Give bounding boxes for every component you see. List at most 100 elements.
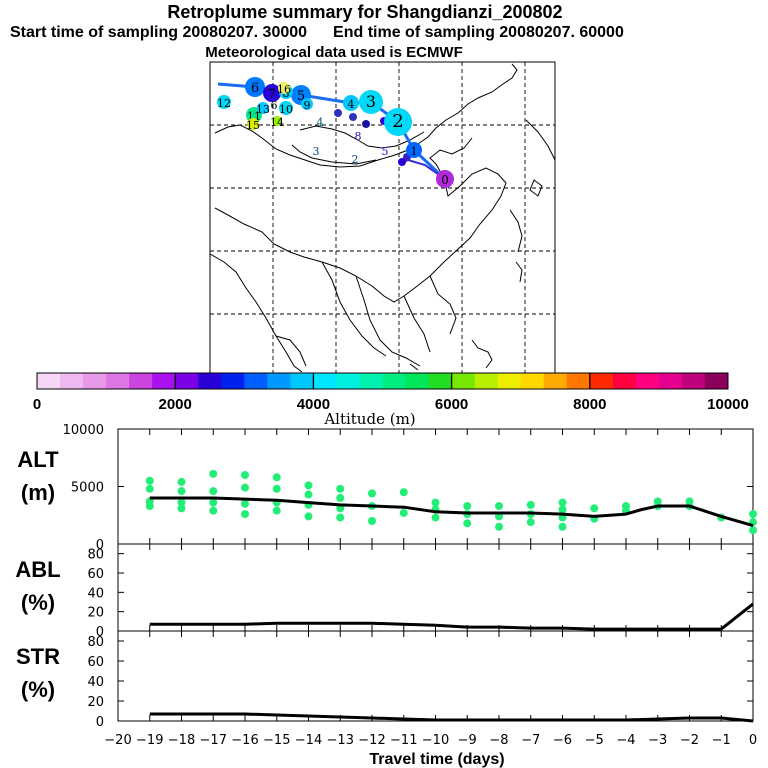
trajectory-marker-label: 12 xyxy=(217,97,231,110)
start-time-label: Start time of sampling 20080207. 30000 xyxy=(10,24,308,41)
interior-marker-label: 5 xyxy=(382,145,389,158)
scatter-point xyxy=(526,500,535,509)
plume-point xyxy=(334,109,342,117)
colorbar-cell xyxy=(336,373,360,389)
scatter-point xyxy=(495,502,503,511)
y-tick-label: 80 xyxy=(87,548,104,563)
scatter-point xyxy=(145,476,154,485)
interior-marker-label: 4 xyxy=(317,116,324,129)
scatter-point xyxy=(431,513,440,522)
trajectory-marker-label: 4 xyxy=(348,98,355,111)
y-tick-label: 20 xyxy=(87,606,104,621)
colorbar-cell xyxy=(589,373,614,389)
scatter-point xyxy=(272,473,281,482)
scatter-point xyxy=(749,510,757,519)
scatter-point xyxy=(241,471,249,479)
time-series-panels: 10000 5000 0 ALT (m) 80 60 40 20 0 ABL (%) 80 60 40 20 0… xyxy=(15,423,757,748)
scatter-point xyxy=(399,488,408,497)
colorbar-cell xyxy=(497,373,522,389)
colorbar-cell xyxy=(221,373,245,389)
scatter-point xyxy=(336,484,345,493)
colorbar-cell xyxy=(658,373,683,389)
scatter-point xyxy=(241,483,249,492)
x-tick-label: −13 xyxy=(327,733,354,748)
x-tick-label: −18 xyxy=(168,733,195,748)
y-tick-label: 80 xyxy=(87,635,104,650)
panel-frame xyxy=(117,543,754,632)
colorbar-cell xyxy=(474,373,499,389)
colorbar-tick-label: 10000 xyxy=(707,396,749,413)
colorbar-tick-label: 4000 xyxy=(297,396,330,413)
colorbar-cell xyxy=(60,373,84,389)
colorbar-cell xyxy=(267,373,291,389)
map-graticule xyxy=(210,62,555,373)
colorbar-cell xyxy=(106,373,130,389)
trajectory-marker-label: 16 xyxy=(277,83,291,96)
trajectory-marker-label: 3 xyxy=(366,93,376,111)
str-panel: 80 60 40 20 0 STR (%) xyxy=(16,630,754,730)
scatter-point xyxy=(304,481,313,490)
colorbar-cell xyxy=(543,373,568,389)
scatter-point xyxy=(209,498,218,507)
colorbar-tick-label: 2000 xyxy=(159,396,192,413)
x-tick-label: −19 xyxy=(136,733,163,748)
scatter-point xyxy=(622,502,630,511)
y-tick-label: 5000 xyxy=(71,481,104,496)
trajectory-marker xyxy=(217,95,231,109)
end-time-label: End time of sampling 20080207. 60000 xyxy=(333,24,624,41)
trajectory-marker xyxy=(272,116,282,126)
scatter-point xyxy=(495,522,503,531)
trajectory-marker-label: 13 xyxy=(256,103,270,116)
scatter-point xyxy=(241,499,249,508)
colorbar-cell xyxy=(198,373,222,389)
alt-panel: 10000 5000 0 ALT (m) xyxy=(17,423,757,553)
x-tick-label: 0 xyxy=(749,733,757,748)
x-tick-label: −16 xyxy=(231,733,258,748)
y-tick-label: 20 xyxy=(87,695,104,710)
scatter-point xyxy=(558,505,567,514)
x-tick-label: −17 xyxy=(200,733,227,748)
map-coastlines xyxy=(209,63,556,373)
trajectory-marker-label: 14 xyxy=(270,116,284,129)
trajectory-marker xyxy=(359,90,383,114)
colorbar-cell xyxy=(681,373,706,389)
y-tick-label: 0 xyxy=(96,625,104,640)
trajectory-marker xyxy=(384,108,412,136)
x-tick-label: −14 xyxy=(295,733,322,748)
colorbar-cell xyxy=(313,373,337,389)
panel-frame xyxy=(117,428,754,545)
panel-y-label: (%) xyxy=(21,590,55,615)
scatter-point xyxy=(368,489,376,498)
scatter-point xyxy=(431,498,440,507)
scatter-point xyxy=(209,469,218,478)
colorbar-cell xyxy=(428,373,453,389)
trajectory-marker xyxy=(263,84,281,102)
scatter-point xyxy=(272,506,281,515)
colorbar-tick-label: 6000 xyxy=(435,396,468,413)
chart-title: Retroplume summary for Shangdianzi_20080… xyxy=(167,2,563,22)
trajectory-marker-label: 7 xyxy=(268,87,275,101)
scatter-point xyxy=(272,484,281,493)
colorbar-cell xyxy=(290,373,314,389)
scatter-point xyxy=(558,498,567,507)
scatter-point xyxy=(558,522,567,531)
y-tick-label: 60 xyxy=(87,655,104,670)
panel-y-label: (%) xyxy=(21,677,55,702)
trajectory-marker-label: 2 xyxy=(392,111,403,132)
y-tick-label: 0 xyxy=(96,538,104,553)
trajectory-marker xyxy=(343,95,359,111)
scatter-point xyxy=(177,498,186,507)
x-tick-label: −3 xyxy=(648,733,667,748)
colorbar-cell xyxy=(520,373,545,389)
x-tick-label: −1 xyxy=(712,733,731,748)
x-tick-labels: −20 −19 −18 −17 −16 −15 −14 −13 −12 −11 −10 −9 −8 −7−… xyxy=(104,733,757,748)
scatter-point xyxy=(336,513,345,522)
str-line xyxy=(149,712,754,723)
scatter-point xyxy=(145,484,154,493)
colorbar-cell xyxy=(635,373,660,389)
colorbar-tick-label: 8000 xyxy=(573,396,606,413)
x-tick-label: −7 xyxy=(521,733,540,748)
trajectory-marker-label: 1 xyxy=(411,145,418,158)
interior-markers: 2 3 4 5 6 8 xyxy=(271,99,389,166)
